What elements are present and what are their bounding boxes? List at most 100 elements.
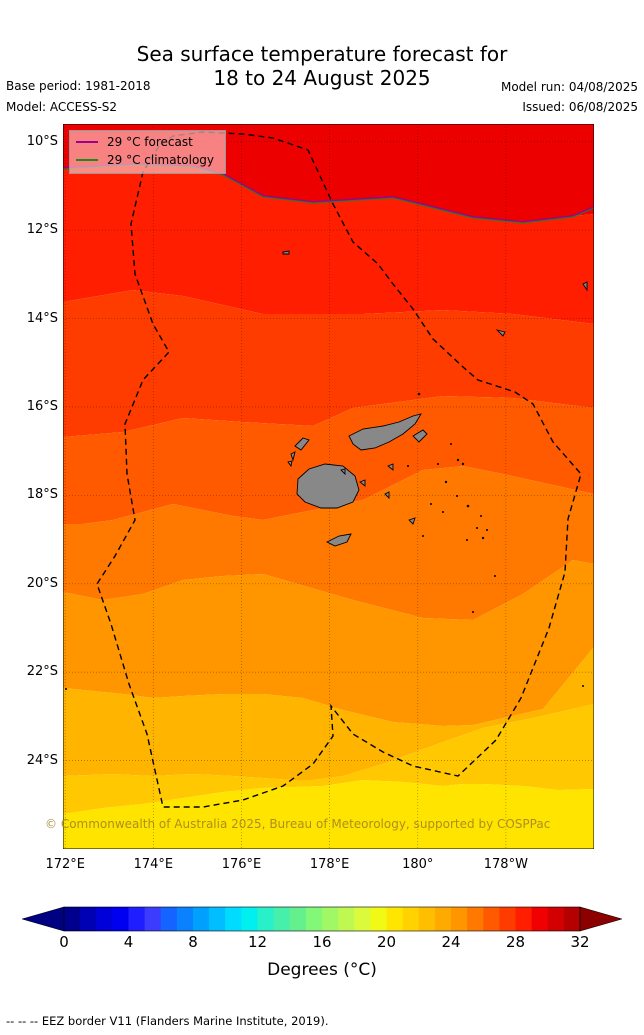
colorbar-tick-label: 28: [505, 933, 526, 951]
colorbar-segment: [563, 907, 581, 931]
fiji-islands: [282, 250, 588, 547]
colorbar-tick-label: 8: [188, 933, 198, 951]
viti-levu: [296, 463, 360, 509]
sst-band-27: [63, 290, 594, 437]
colorbar-segment: [96, 907, 113, 931]
eez-footnote: -- -- -- EEZ border V11 (Flanders Marine…: [6, 1014, 329, 1028]
island-small: [582, 281, 588, 292]
map-legend: 29 °C forecast 29 °C climatology: [69, 130, 226, 174]
colorbar-segment: [418, 907, 436, 931]
longitude-label: 178°E: [309, 857, 350, 872]
island-small: [495, 329, 506, 337]
colorbar-segment: [370, 907, 387, 931]
legend-climatology: 29 °C climatology: [76, 152, 214, 168]
latitude-label: 10°S: [26, 133, 58, 149]
colorbar-segment: [354, 907, 371, 931]
colorbar-segment: [451, 907, 468, 931]
longitude-label: 178°W: [483, 857, 528, 872]
title-line-2: 18 to 24 August 2025: [213, 66, 431, 90]
island-small: [287, 460, 293, 468]
sst-band-21: [63, 780, 594, 849]
longitude-label: 180°: [402, 857, 434, 872]
colorbar-segment: [160, 907, 178, 931]
colorbar-segment: [128, 907, 146, 931]
island-small: [387, 463, 394, 471]
colorbar-segment: [305, 907, 323, 931]
latitude-label: 20°S: [26, 575, 58, 591]
colorbar-tick-label: 24: [441, 933, 461, 951]
latitude-label: 14°S: [26, 310, 58, 326]
graticule: [63, 124, 594, 849]
legend-forecast-swatch: [76, 141, 98, 143]
sst-band-26: [63, 396, 594, 524]
colorbar-segment: [515, 907, 533, 931]
taveuni: [412, 429, 428, 443]
colorbar-segment: [531, 907, 549, 931]
kadavu: [325, 533, 352, 547]
legend-climatology-label: 29 °C climatology: [107, 153, 215, 167]
colorbar-segment: [176, 907, 194, 931]
legend-climatology-swatch: [76, 159, 98, 161]
latitude-label: 12°S: [26, 222, 58, 238]
island-small: [384, 491, 390, 500]
island-small: [290, 451, 296, 462]
colorbar-segment: [338, 907, 355, 931]
island-dots: [65, 392, 584, 690]
colorbar-segment: [273, 907, 291, 931]
colorbar-segment: [483, 907, 500, 931]
base-period: Base period: 1981-2018: [6, 79, 151, 93]
colorbar-segment: [193, 907, 210, 931]
colorbar: [22, 906, 622, 932]
sst-map[interactable]: [63, 124, 594, 849]
island-small: [359, 479, 366, 487]
sst-band-28: [63, 164, 594, 324]
colorbar-segment: [467, 907, 484, 931]
colorbar-segment: [547, 907, 565, 931]
copyright-notice: © Commonwealth of Australia 2025, Bureau…: [45, 817, 551, 831]
issued-date: Issued: 06/08/2025: [522, 100, 638, 114]
colorbar-segment: [434, 907, 452, 931]
sst-band-23: [63, 647, 594, 780]
colorbar-under-arrow: [22, 906, 65, 932]
eez-border: [96, 131, 582, 808]
legend-forecast-label: 29 °C forecast: [107, 135, 193, 149]
colorbar-frame: [63, 906, 581, 932]
colorbar-segment: [80, 907, 97, 931]
colorbar-segment: [322, 907, 339, 931]
island-small: [282, 250, 290, 255]
island-small: [294, 437, 310, 451]
sst-band-22: [63, 704, 594, 814]
title-line-1: Sea surface temperature forecast for: [136, 42, 508, 66]
colorbar-segment: [112, 907, 129, 931]
colorbar-tick-label: 32: [570, 933, 590, 951]
legend-forecast: 29 °C forecast: [76, 134, 193, 150]
colorbar-segment: [241, 907, 258, 931]
island-small: [340, 468, 346, 476]
latitude-label: 18°S: [26, 487, 58, 503]
colorbar-segment: [209, 907, 226, 931]
colorbar-tick-label: 4: [123, 933, 134, 951]
latitude-label: 22°S: [26, 664, 58, 680]
model-name: Model: ACCESS-S2: [6, 100, 118, 114]
colorbar-segment: [144, 907, 162, 931]
vanua-levu: [348, 413, 422, 451]
colorbar-segment: [499, 907, 516, 931]
sst-band-24: [63, 560, 594, 726]
longitude-label: 174°E: [133, 857, 174, 872]
colorbar-tick-label: 0: [59, 933, 69, 951]
colorbar-tick-label: 20: [376, 933, 397, 951]
colorbar-segment: [257, 907, 275, 931]
colorbar-segment: [225, 907, 242, 931]
colorbar-label: Degrees (°C): [267, 960, 377, 980]
colorbar-tick-label: 12: [247, 933, 268, 951]
colorbar-segment: [64, 907, 81, 931]
longitude-label: 176°E: [221, 857, 262, 872]
model-run: Model run: 04/08/2025: [500, 80, 638, 94]
island-small: [408, 517, 416, 525]
colorbar-over-arrow: [579, 906, 622, 932]
colorbar-tick-label: 16: [312, 933, 332, 951]
colorbar-segment: [289, 907, 307, 931]
colorbar-segment: [386, 907, 404, 931]
longitude-label: 172°E: [45, 857, 85, 872]
colorbar-segment: [402, 907, 420, 931]
